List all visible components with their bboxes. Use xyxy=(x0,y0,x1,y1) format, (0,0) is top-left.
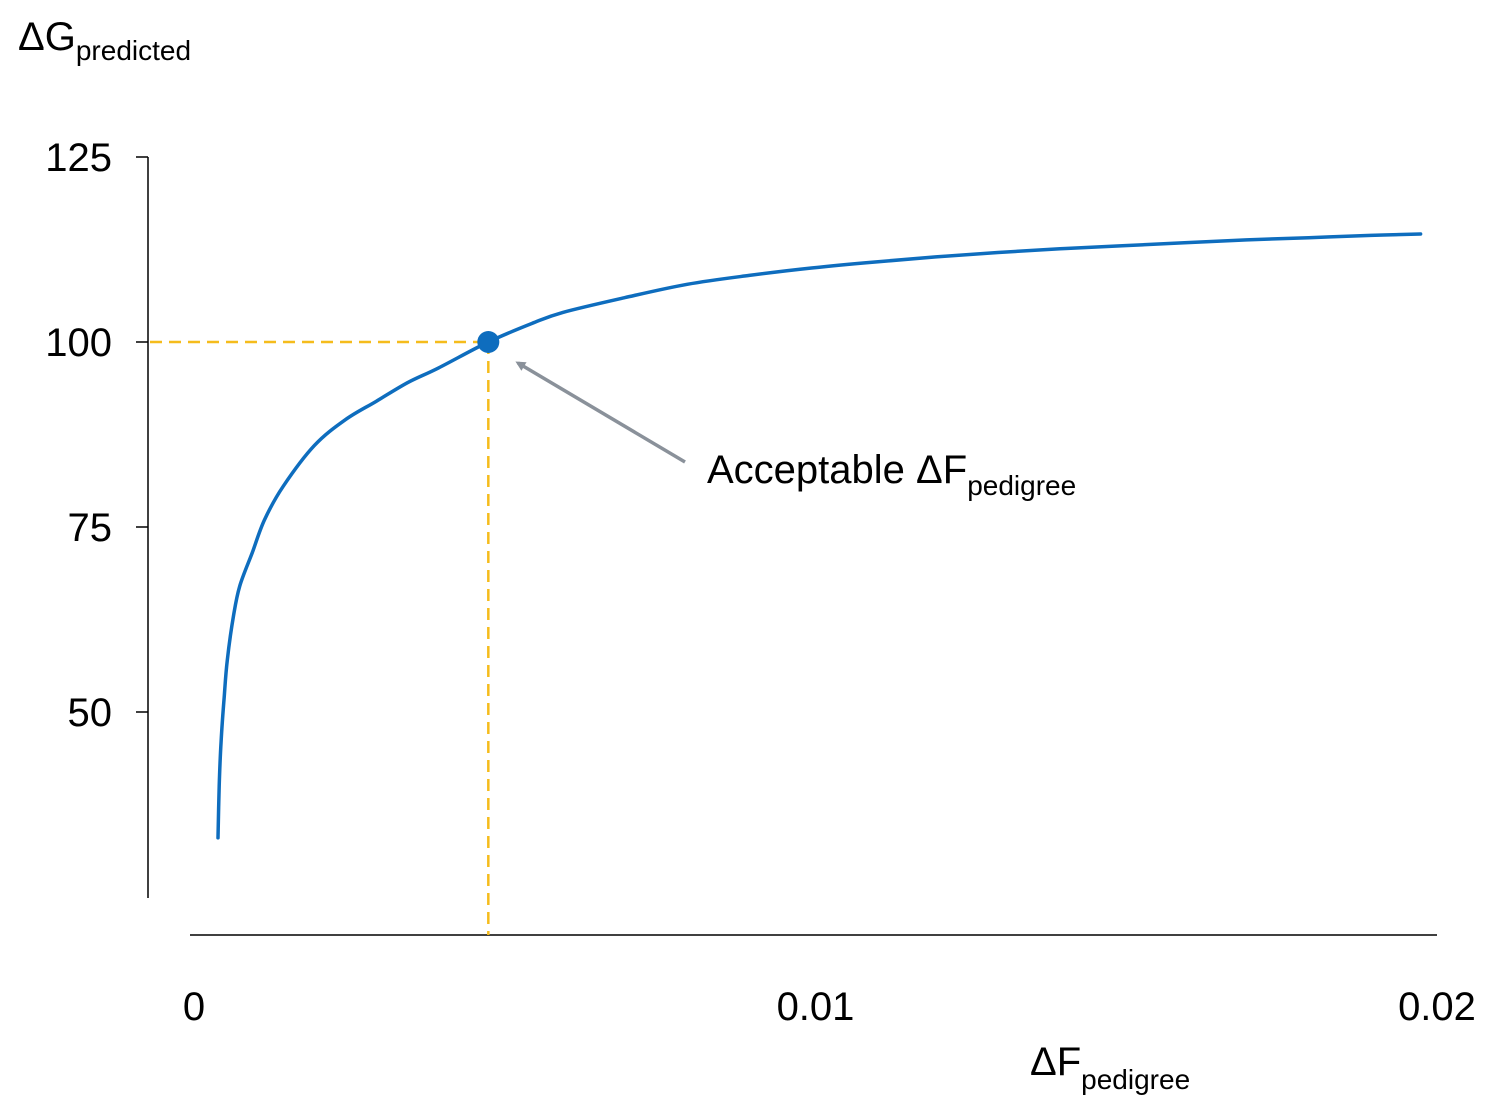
y-tick-label: 100 xyxy=(45,321,112,365)
annotation-label-main: Acceptable ΔF xyxy=(707,448,967,492)
x-ticks: 0 0.01 0.02 xyxy=(183,985,1476,1029)
annotation-label: Acceptable ΔFpedigree xyxy=(707,448,1076,501)
x-axis-label: ΔFpedigree xyxy=(1030,1040,1190,1095)
y-tick-label: 75 xyxy=(68,506,113,550)
x-axis-label-main: ΔF xyxy=(1030,1040,1081,1084)
y-ticks: 50 75 100 125 xyxy=(45,136,148,735)
y-axis-label-sub: predicted xyxy=(76,35,191,66)
annotation-label-sub: pedigree xyxy=(967,470,1076,501)
x-tick-label: 0 xyxy=(183,985,205,1029)
x-tick-label: 0.02 xyxy=(1398,985,1476,1029)
y-axis-label: ΔGpredicted xyxy=(18,15,191,66)
x-axis-label-sub: pedigree xyxy=(1081,1064,1190,1095)
x-tick-label: 0.01 xyxy=(777,985,855,1029)
highlight-point xyxy=(477,331,500,353)
y-tick-label: 125 xyxy=(45,136,112,180)
y-axis-label-main: ΔG xyxy=(18,15,76,59)
series-line xyxy=(216,232,1423,840)
annotation-arrow xyxy=(515,361,686,464)
y-tick-label: 50 xyxy=(68,691,113,735)
